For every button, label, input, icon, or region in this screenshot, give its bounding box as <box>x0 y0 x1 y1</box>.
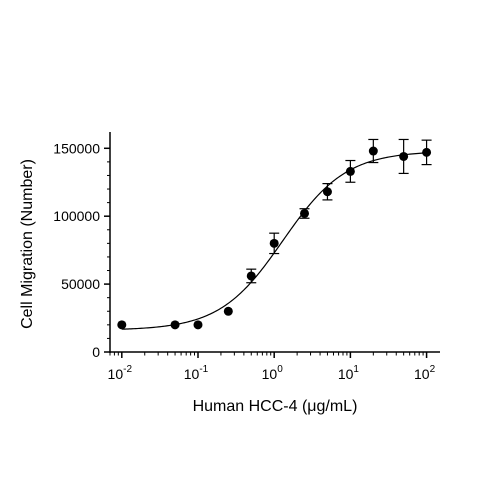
x-tick-label: 101 <box>338 364 360 382</box>
data-point <box>322 187 332 197</box>
data-point <box>422 147 432 157</box>
data-point <box>246 271 256 281</box>
data-point <box>345 166 355 176</box>
data-points <box>117 138 432 330</box>
x-tick-label: 100 <box>262 364 284 382</box>
data-point <box>117 320 127 330</box>
data-point <box>170 320 180 330</box>
data-point <box>269 238 279 248</box>
x-tick-label: 102 <box>414 364 436 382</box>
x-tick-label: 10-2 <box>108 364 133 382</box>
data-point <box>368 146 378 156</box>
y-axis-title: Cell Migration (Number) <box>19 159 36 329</box>
x-axis: 10-2 10-1 100 101 102 <box>108 351 440 382</box>
y-tick-label: 50000 <box>61 276 100 292</box>
x-tick-label: 10-1 <box>184 364 209 382</box>
y-axis: 0 50000 100000 150000 <box>53 132 111 360</box>
y-tick-label: 150000 <box>53 140 100 156</box>
data-point <box>223 306 233 316</box>
y-tick-label: 0 <box>92 344 100 360</box>
data-point <box>399 151 409 161</box>
x-axis-title: Human HCC-4 (μg/mL) <box>193 398 358 415</box>
data-point <box>193 320 203 330</box>
data-point <box>300 208 310 218</box>
y-tick-label: 100000 <box>53 208 100 224</box>
